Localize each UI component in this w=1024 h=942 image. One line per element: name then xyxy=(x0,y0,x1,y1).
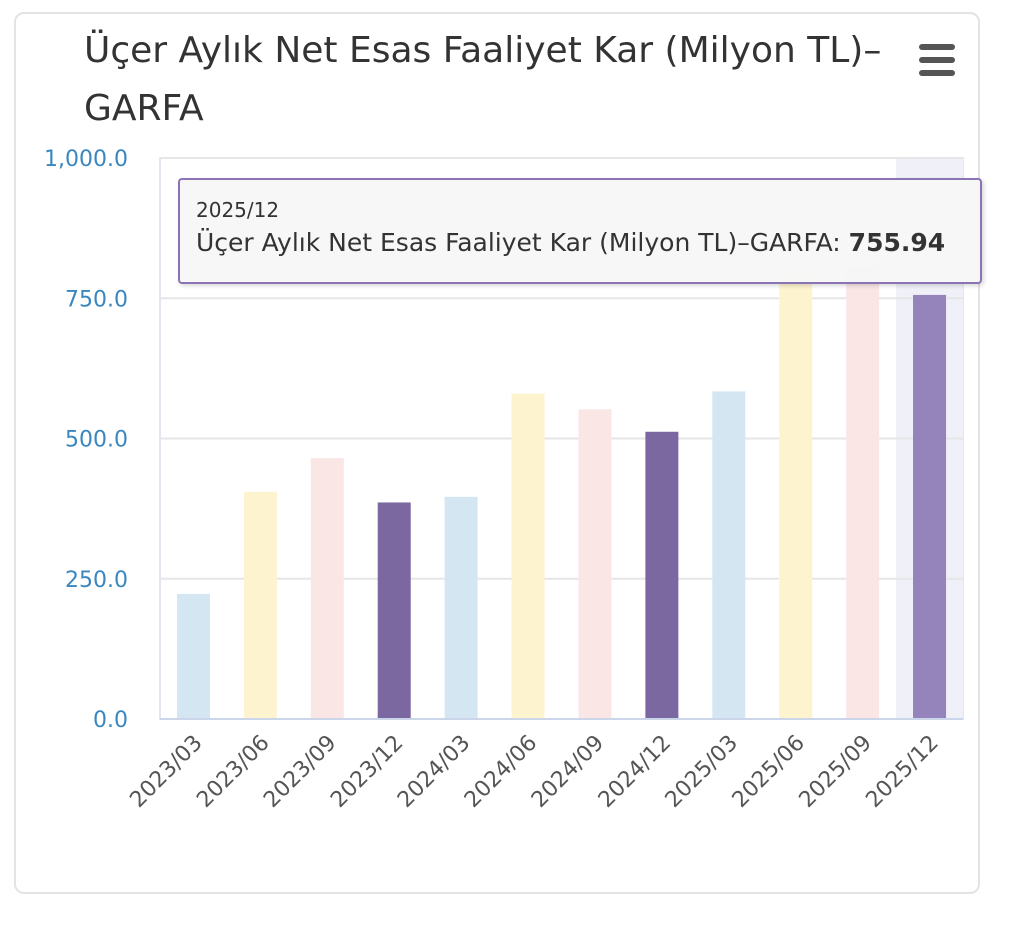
y-tick-label: 0.0 xyxy=(93,708,128,733)
y-tick-label: 250.0 xyxy=(65,568,128,593)
x-tick-label: 2024/12 xyxy=(594,731,676,813)
bar xyxy=(578,409,612,719)
x-tick-label: 2025/09 xyxy=(795,731,877,813)
bar xyxy=(176,593,210,719)
tooltip-series-label: Üçer Aylık Net Esas Faaliyet Kar (Milyon… xyxy=(196,228,849,257)
tooltip-text: Üçer Aylık Net Esas Faaliyet Kar (Milyon… xyxy=(196,228,945,257)
x-tick-label: 2024/06 xyxy=(460,731,542,813)
x-tick-label: 2023/09 xyxy=(259,731,341,813)
bar xyxy=(779,275,813,719)
y-tick-label: 750.0 xyxy=(65,287,128,312)
chart-title: Üçer Aylık Net Esas Faaliyet Kar (Milyon… xyxy=(84,30,882,129)
x-tick-label: 2024/09 xyxy=(527,731,609,813)
y-tick-label: 1,000.0 xyxy=(44,147,128,172)
bar xyxy=(444,496,478,719)
x-tick-label: 2023/12 xyxy=(326,731,408,813)
x-tick-label: 2023/06 xyxy=(192,731,274,813)
x-tick-label: 2024/03 xyxy=(393,731,475,813)
tooltip-category: 2025/12 xyxy=(196,198,280,222)
bar xyxy=(377,502,411,719)
x-tick-label: 2025/12 xyxy=(861,731,943,813)
bar xyxy=(645,431,679,719)
x-tick-label: 2025/06 xyxy=(728,731,810,813)
bar xyxy=(511,393,545,719)
hamburger-menu-icon[interactable] xyxy=(914,40,960,80)
x-tick-label: 2023/03 xyxy=(125,731,207,813)
bar xyxy=(712,391,746,719)
chart-tooltip: 2025/12 Üçer Aylık Net Esas Faaliyet Kar… xyxy=(178,178,982,284)
y-tick-label: 500.0 xyxy=(65,428,128,453)
x-tick-label: 2025/03 xyxy=(661,731,743,813)
bar xyxy=(846,267,880,719)
tooltip-value: 755.94 xyxy=(848,228,946,257)
bar xyxy=(243,491,277,719)
bar xyxy=(913,294,947,719)
bar xyxy=(310,458,344,719)
